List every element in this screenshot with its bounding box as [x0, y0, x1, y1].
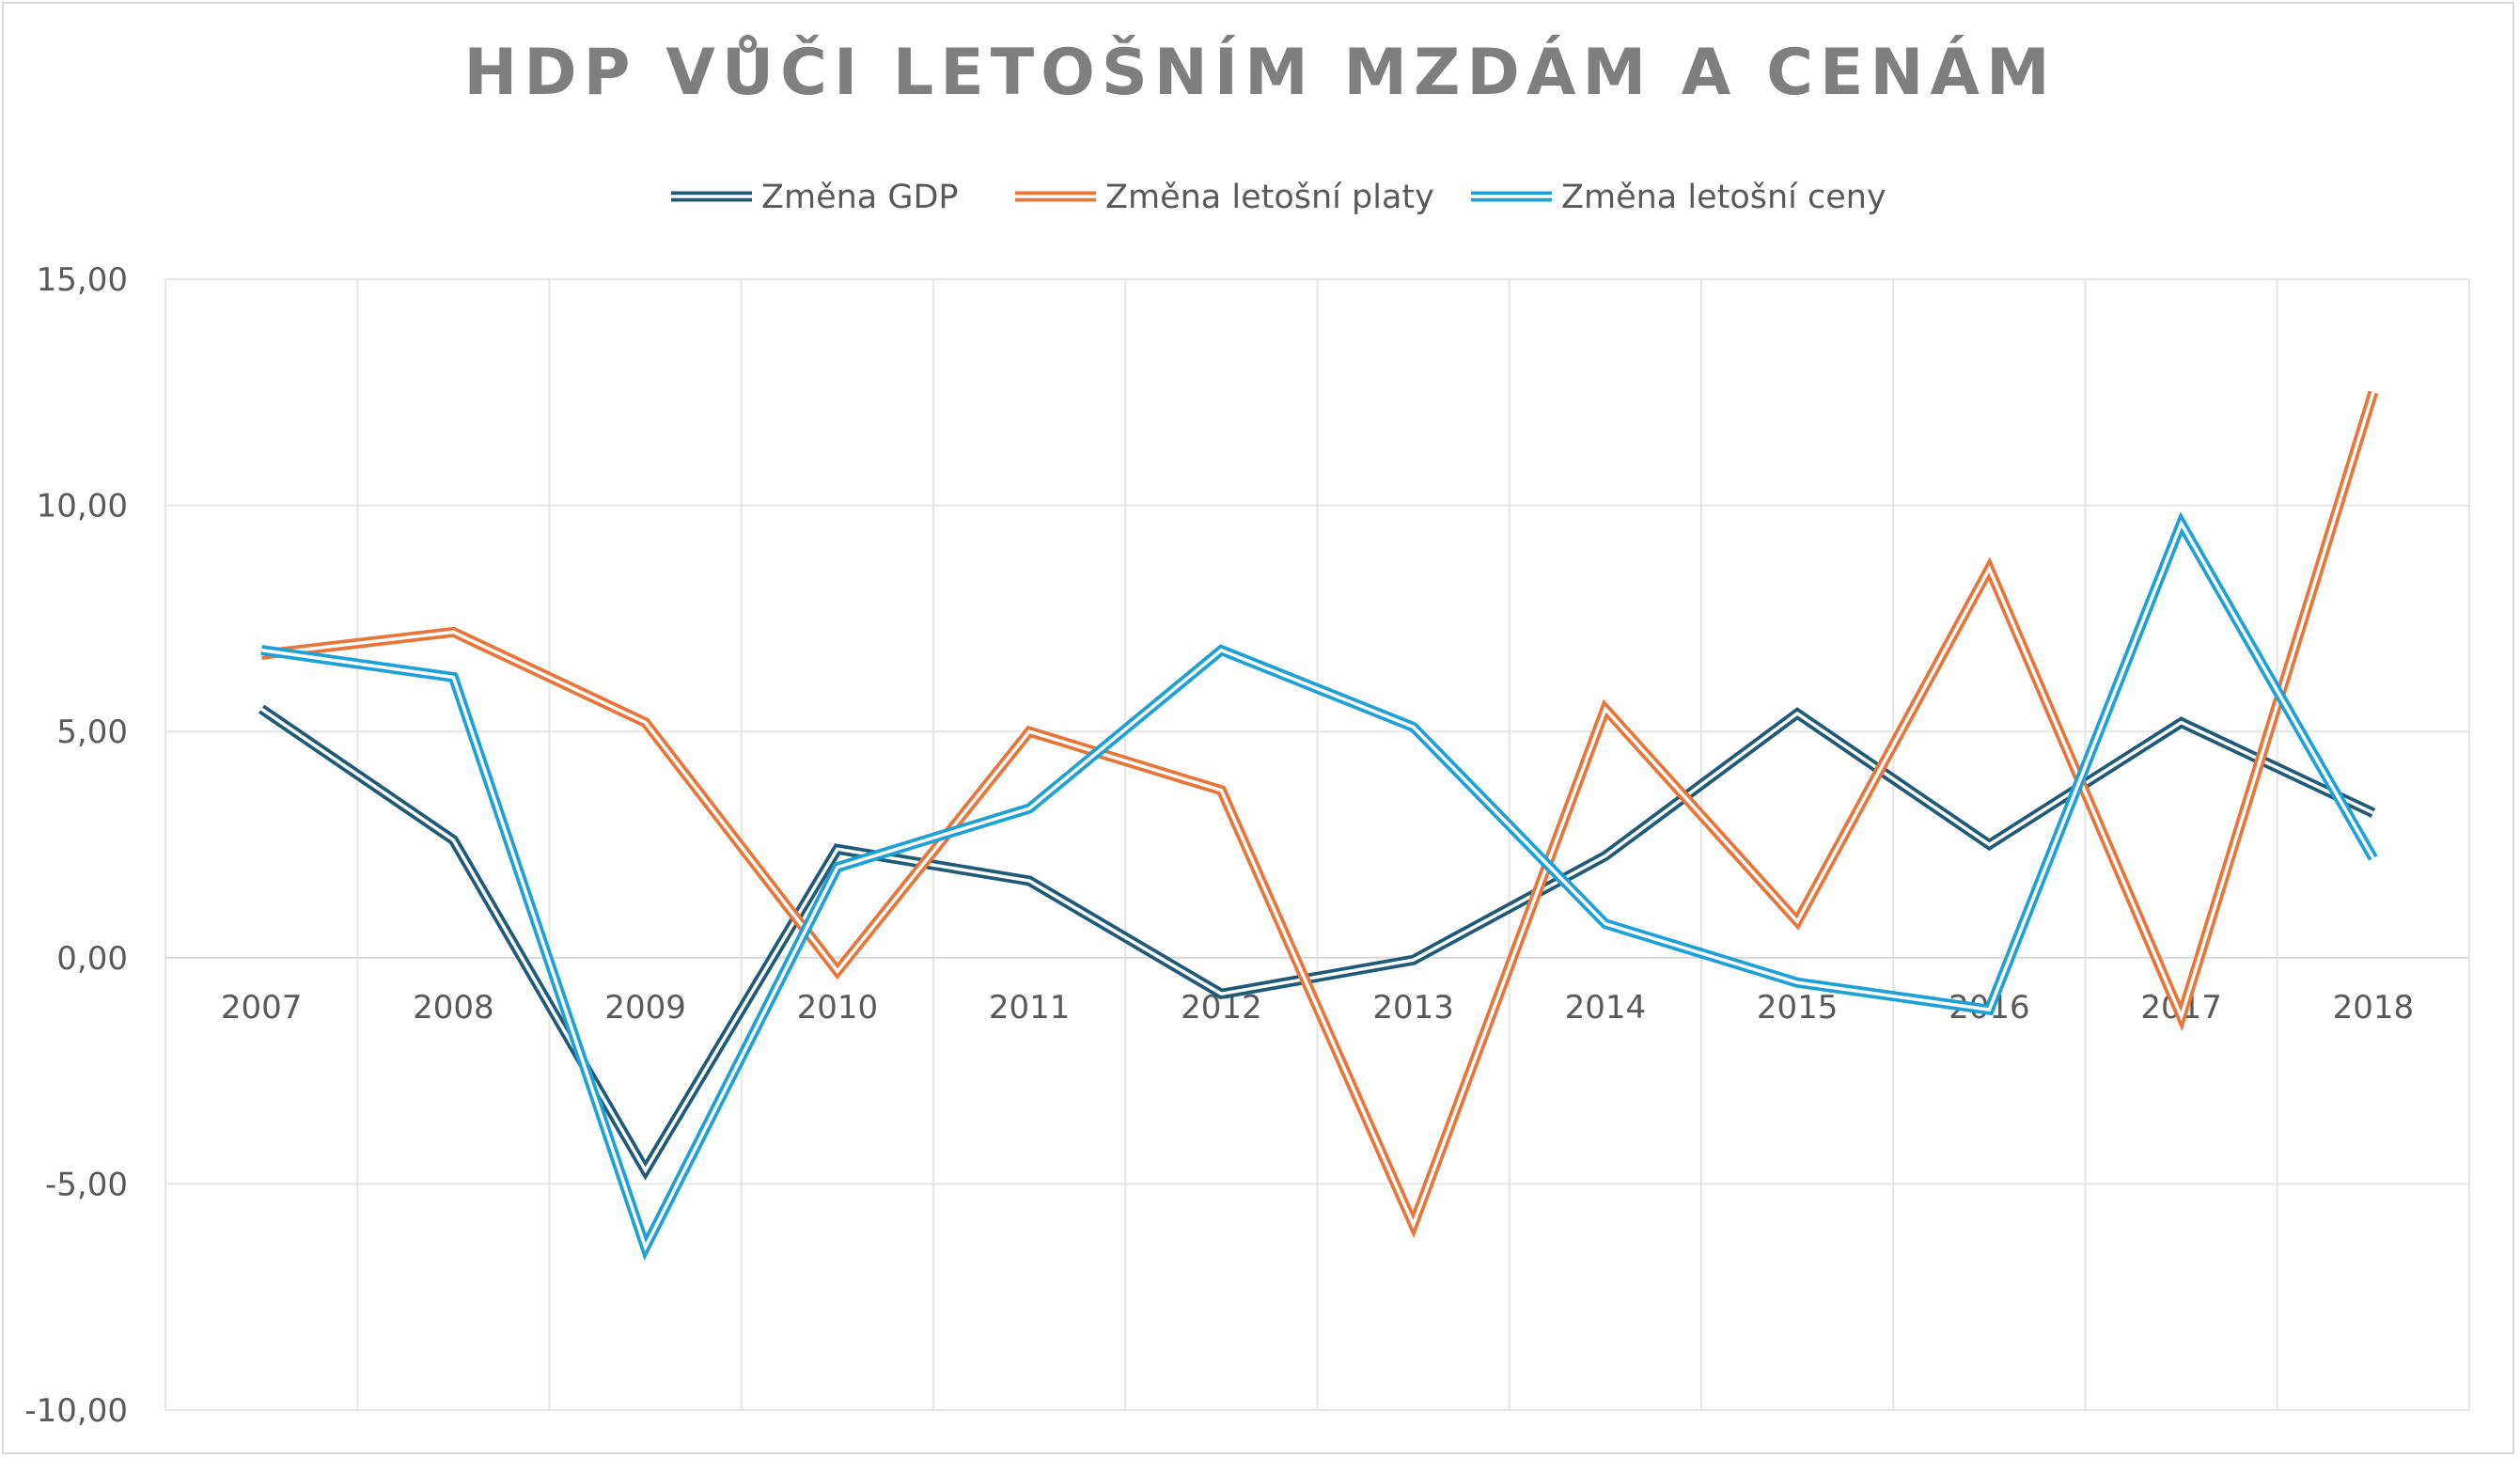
y-tick-label: -10,00 — [24, 1392, 128, 1430]
series-line-inner — [260, 707, 2374, 1174]
x-tick-label: 2007 — [221, 989, 303, 1027]
y-axis-tick-labels: 15,00 10,00 5,00 0,00 -5,00 -10,00 — [24, 261, 128, 1430]
legend-item-2: Změna letošní platy — [1015, 179, 1434, 216]
legend-item-1: Změna GDP — [671, 179, 959, 216]
y-tick-label: 5,00 — [56, 713, 128, 751]
series-line-inner — [260, 519, 2375, 1252]
legend: Změna GDP Změna letošní platy Změna letošn… — [671, 179, 1886, 216]
x-tick-label: 2009 — [604, 989, 686, 1027]
legend-item-3: Změna letošní ceny — [1471, 179, 1886, 216]
legend-label: Změna letošní platy — [1105, 179, 1434, 216]
x-tick-label: 2010 — [797, 989, 879, 1027]
y-tick-label: 15,00 — [37, 261, 128, 299]
x-tick-label: 2014 — [1565, 989, 1647, 1027]
series-3-line — [260, 511, 2378, 1261]
y-tick-label: 0,00 — [56, 940, 128, 978]
series-2-line — [260, 390, 2379, 1239]
x-tick-label: 2018 — [2333, 989, 2415, 1027]
series-1-line — [258, 704, 2376, 1181]
series-line-inner — [260, 391, 2375, 1230]
x-axis-tick-labels: 2007 2008 2009 2010 2011 2012 2013 2014 2015 2016… — [221, 989, 2414, 1027]
x-tick-label: 2015 — [1757, 989, 1839, 1027]
x-tick-label: 2013 — [1372, 989, 1454, 1027]
gridlines — [164, 278, 2470, 1411]
legend-label: Změna GDP — [761, 179, 959, 216]
x-tick-label: 2011 — [989, 989, 1071, 1027]
y-tick-label: -5,00 — [45, 1166, 128, 1203]
legend-label: Změna letošní ceny — [1561, 179, 1886, 216]
y-tick-label: 10,00 — [37, 488, 128, 525]
x-tick-label: 2008 — [413, 989, 494, 1027]
chart-title: HDP VŮČI LETOŠNÍM MZDÁM A CENÁM — [463, 36, 2057, 110]
series-lines — [258, 390, 2379, 1261]
